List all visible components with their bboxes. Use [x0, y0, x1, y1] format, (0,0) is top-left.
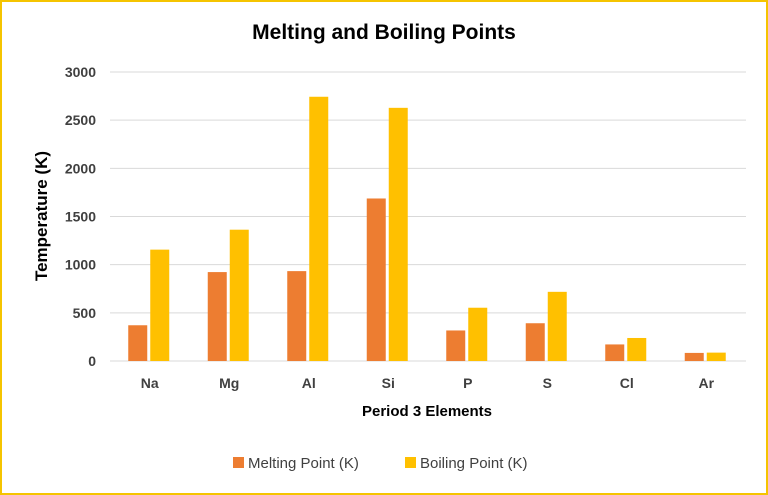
bar-boiling-al: [309, 96, 329, 362]
y-tick-label: 500: [73, 305, 97, 321]
bar-boiling-si: [388, 107, 408, 361]
x-tick-label: Ar: [698, 375, 714, 391]
bar-melting-ar: [684, 352, 704, 361]
legend-swatch: [233, 457, 244, 468]
bar-melting-cl: [605, 344, 625, 361]
x-tick-label: Al: [302, 375, 316, 391]
y-tick-label: 1000: [65, 257, 96, 273]
bar-boiling-s: [547, 291, 567, 361]
x-tick-label: Mg: [219, 375, 239, 391]
y-tick-labels: 0 500 1000 1500 2000 2500 3000: [65, 64, 96, 369]
legend-label: Melting Point (K): [248, 455, 359, 472]
y-tick-label: 0: [88, 353, 96, 369]
x-tick-label: Cl: [620, 375, 634, 391]
bar-boiling-mg: [229, 229, 249, 361]
y-axis-title: Temperature (K): [32, 151, 51, 281]
legend-swatch: [405, 457, 416, 468]
bar-melting-p: [446, 330, 466, 361]
bar-boiling-cl: [627, 337, 647, 361]
y-tick-label: 1500: [65, 209, 96, 225]
bar-boiling-na: [150, 249, 170, 361]
x-tick-label: Si: [382, 375, 395, 391]
legend-label: Boiling Point (K): [420, 455, 528, 472]
bar-melting-mg: [207, 272, 227, 361]
x-axis-title: Period 3 Elements: [362, 403, 492, 420]
y-tick-label: 2500: [65, 112, 96, 128]
x-tick-label: S: [543, 375, 552, 391]
x-tick-label: Na: [141, 375, 159, 391]
bar-melting-s: [525, 323, 545, 361]
x-tick-labels: Na Mg Al Si P S Cl Ar: [141, 375, 715, 391]
chart-title: Melting and Boiling Points: [252, 21, 516, 44]
legend: Melting Point (K) Boiling Point (K): [233, 455, 528, 472]
y-tick-label: 2000: [65, 160, 96, 176]
gridlines: [110, 71, 746, 362]
bar-melting-al: [287, 271, 307, 361]
bars: [128, 96, 726, 362]
x-tick-label: P: [463, 375, 472, 391]
y-tick-label: 3000: [65, 64, 96, 80]
bar-melting-na: [128, 325, 148, 361]
bar-melting-si: [366, 198, 386, 361]
bar-boiling-p: [468, 307, 488, 361]
bar-boiling-ar: [706, 352, 726, 361]
